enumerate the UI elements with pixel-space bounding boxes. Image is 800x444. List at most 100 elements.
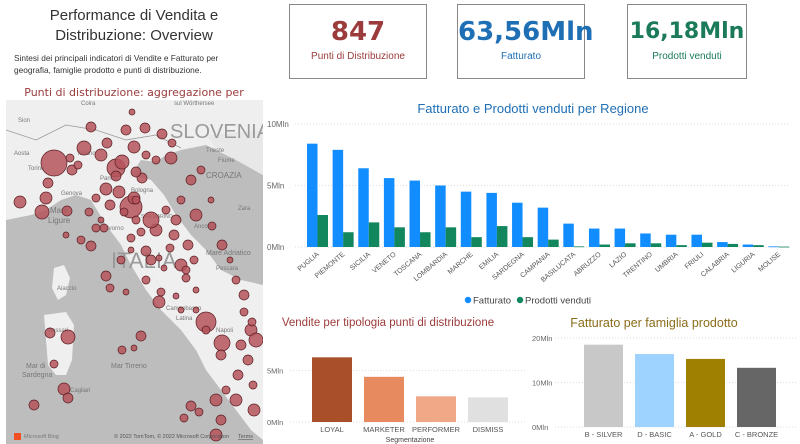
distribution-point-bubble [189, 255, 199, 265]
distribution-point-bubble [177, 306, 185, 314]
distribution-point-bubble [235, 339, 247, 351]
chart-tipologia[interactable]: Vendite per tipologia punti di distribuz… [265, 310, 535, 444]
x-tick-label: UMBRIA [654, 251, 680, 274]
distribution-point-bubble [155, 254, 163, 262]
page-title: Performance di Vendita e Distribuzione: … [0, 6, 268, 46]
map-visual[interactable]: Coira sul Wörthersee Sion Aosta Torino M… [6, 100, 263, 444]
map-canvas[interactable]: Coira sul Wörthersee Sion Aosta Torino M… [6, 100, 263, 444]
distribution-point-bubble [172, 292, 180, 300]
bar-prodotti-venduti [317, 215, 328, 247]
bar-fatturato [742, 244, 754, 247]
x-tick-label: D - BASIC [637, 430, 672, 439]
y-tick-label: 10Mln [532, 379, 552, 388]
distribution-point-bubble [100, 270, 112, 282]
y-tick-label: 10Mln [267, 120, 289, 129]
bar-prodotti-venduti [394, 227, 405, 247]
distribution-point-bubble [128, 108, 136, 116]
page-subtitle: Sintesi dei principali indicatori di Ven… [14, 52, 264, 76]
kpi-label: Prodotti venduti [652, 51, 722, 62]
distribution-point-bubble [215, 349, 227, 361]
bing-logo-icon [14, 433, 21, 440]
bar-fatturato [332, 149, 344, 247]
label-torino: Torino [28, 166, 45, 172]
x-tick-label: B - SILVER [585, 430, 623, 439]
x-tick-label: PUGLIA [297, 251, 321, 273]
distribution-point-bubble [141, 275, 151, 285]
distribution-point-bubble [62, 231, 70, 239]
distribution-point-bubble [65, 153, 75, 163]
label-livorno: Livorno [104, 226, 124, 232]
distribution-point-bubble [142, 211, 160, 229]
bar-fatturato [409, 180, 421, 247]
label-zara: Zara [238, 206, 251, 212]
bar-fatturato [512, 202, 523, 247]
chart-famiglia[interactable]: Fatturato per famiglia prodotto 0Mln 10Mln… [530, 310, 800, 444]
title-line-2: Distribuzione: Overview [55, 27, 213, 44]
label-worthersee: sul Wörthersee [174, 101, 215, 107]
bar-fatturato [307, 143, 318, 247]
chart-title: Vendite per tipologia punti di distribuz… [282, 317, 494, 329]
distribution-point-bubble [127, 140, 141, 154]
chart-regione[interactable]: Fatturato e Prodotti venduti per Regione… [265, 95, 800, 310]
x-tick-label: MOLISE [757, 251, 782, 274]
distribution-point-bubble [62, 392, 74, 404]
map-terms-link[interactable]: Terms [238, 434, 253, 440]
bar [364, 376, 404, 422]
distribution-point-bubble [97, 216, 105, 224]
chart-title: Fatturato per famiglia prodotto [570, 316, 737, 330]
x-tick-label: MARKETER [363, 425, 405, 434]
distribution-point-bubble [209, 428, 223, 442]
label-fiume: Fiume [218, 158, 235, 164]
bar-prodotti-venduti [753, 245, 764, 247]
bar [468, 397, 508, 422]
legend-label: Prodotti venduti [525, 296, 591, 307]
distribution-point-bubble [226, 256, 234, 264]
kpi-value: 16,18Mln [629, 19, 745, 44]
distribution-point-bubble [141, 150, 151, 160]
bar-fatturato [383, 178, 395, 247]
distribution-point-bubble [247, 403, 261, 417]
distribution-point-bubble [194, 407, 204, 417]
distribution-point-bubble [140, 245, 152, 257]
x-tick-label: LIGURIA [731, 251, 757, 275]
bar-prodotti-venduti [625, 243, 636, 247]
bar-prodotti-venduti [701, 242, 713, 247]
x-tick-label: MARCHE [447, 251, 475, 276]
distribution-point-bubble [207, 196, 215, 204]
distribution-point-bubble [207, 221, 217, 231]
distribution-point-bubble [112, 185, 126, 199]
y-tick-label: 0Mln [532, 423, 548, 432]
y-tick-label: 0Mln [267, 418, 283, 427]
distribution-point-bubble [151, 155, 161, 165]
north-land [6, 100, 263, 225]
label-bologna: Bologna [131, 188, 154, 194]
distribution-point-bubble [247, 317, 257, 327]
distribution-point-bubble [104, 199, 116, 211]
bar-fatturato [717, 242, 728, 247]
distribution-point-bubble [179, 413, 189, 423]
balkan-land [206, 130, 263, 175]
bar-fatturato [768, 246, 779, 248]
distribution-point-bubble [126, 233, 136, 243]
map-copyright: © 2022 TomTom, © 2022 Microsoft Corporat… [114, 433, 229, 440]
label-mar-sardegna-2: Sardegna [22, 372, 52, 379]
distribution-point-bubble [91, 193, 101, 203]
bar-fatturato [486, 192, 497, 247]
distribution-point-bubble [84, 207, 94, 217]
distribution-point-bubble [122, 288, 130, 296]
distribution-point-bubble [76, 235, 86, 245]
label-trieste: Trieste [206, 148, 225, 154]
distribution-point-bubble [231, 275, 241, 285]
distribution-point-bubble [182, 239, 194, 251]
label-ancona: Ancona [194, 224, 215, 230]
bar-prodotti-venduti [548, 239, 559, 247]
kpi-card-punti: 847 Punti di Distribuzione [289, 4, 427, 79]
x-tick-label: LAZIO [608, 251, 628, 270]
bar-prodotti-venduti [727, 243, 739, 247]
legend-label: Fatturato [473, 296, 511, 307]
label-sion: Sion [18, 118, 30, 124]
distribution-point-bubble [130, 166, 142, 178]
bar [737, 367, 776, 427]
label-croazia: CROAZIA [206, 171, 242, 180]
distribution-point-bubble [181, 273, 191, 283]
